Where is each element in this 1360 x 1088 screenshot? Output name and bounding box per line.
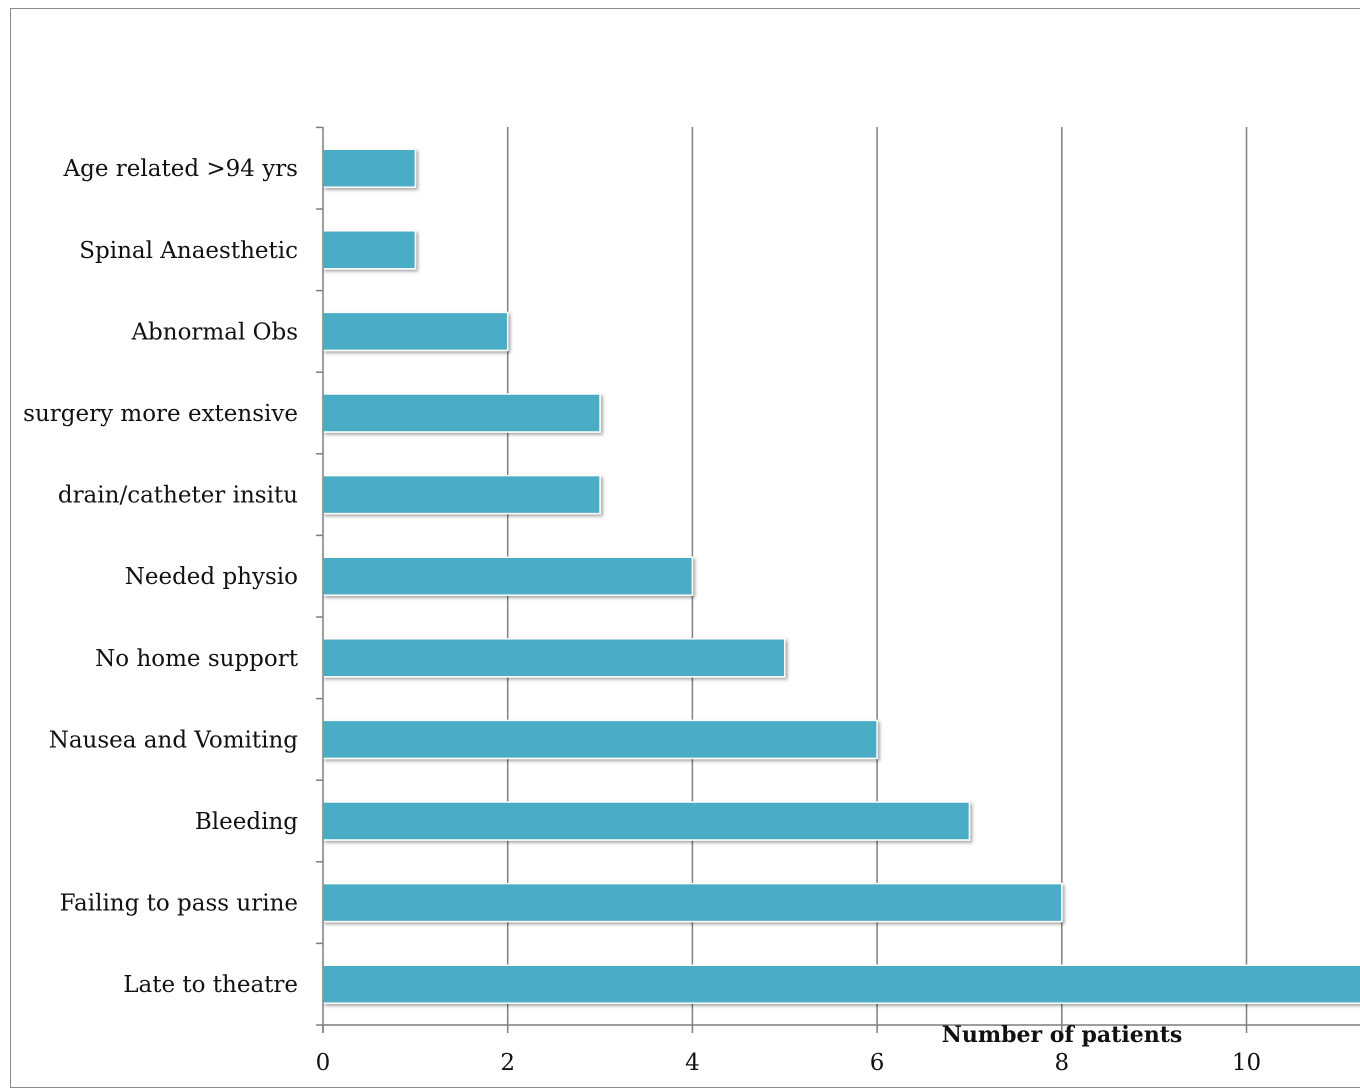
x-tick-label-8: 8: [1054, 1050, 1069, 1075]
x-tick-label-6: 6: [870, 1050, 885, 1075]
category-label: Spinal Anaesthetic: [79, 238, 298, 264]
x-tick-label-10: 10: [1232, 1050, 1261, 1075]
bar-4: [322, 719, 878, 760]
category-label: drain/catheter insitu: [58, 483, 298, 509]
bar-7: [322, 474, 601, 515]
bar-1: [322, 964, 1360, 1004]
category-label: No home support: [95, 646, 299, 672]
bar-6: [322, 556, 694, 596]
category-label: Bleeding: [195, 809, 298, 835]
category-label: Failing to pass urine: [60, 891, 298, 917]
category-label: Late to theatre: [123, 972, 298, 998]
category-label: Abnormal Obs: [130, 319, 298, 345]
category-labels: Late to theatre Failing to pass urine Blee…: [23, 156, 299, 998]
bar-3: [322, 801, 971, 841]
bar-10: [322, 230, 417, 270]
bar-9: [322, 311, 509, 352]
axes: [316, 126, 1360, 1033]
category-label: Nausea and Vomiting: [49, 727, 299, 753]
category-label: surgery more extensive: [23, 401, 298, 427]
bar-8: [322, 393, 601, 433]
x-axis-title: Number of patients: [942, 1022, 1183, 1048]
bar-2: [322, 882, 1063, 923]
x-tick-labels: 0 2 4 6 8 10: [316, 1050, 1261, 1075]
x-tick-label-2: 2: [500, 1050, 515, 1075]
category-label: Age related >94 yrs: [63, 156, 298, 182]
bar-11: [322, 148, 417, 188]
bar-5: [322, 638, 786, 678]
x-tick-label-0: 0: [316, 1050, 331, 1075]
bars: [322, 148, 1360, 1004]
x-tick-label-4: 4: [685, 1050, 700, 1075]
category-label: Needed physio: [125, 564, 298, 590]
